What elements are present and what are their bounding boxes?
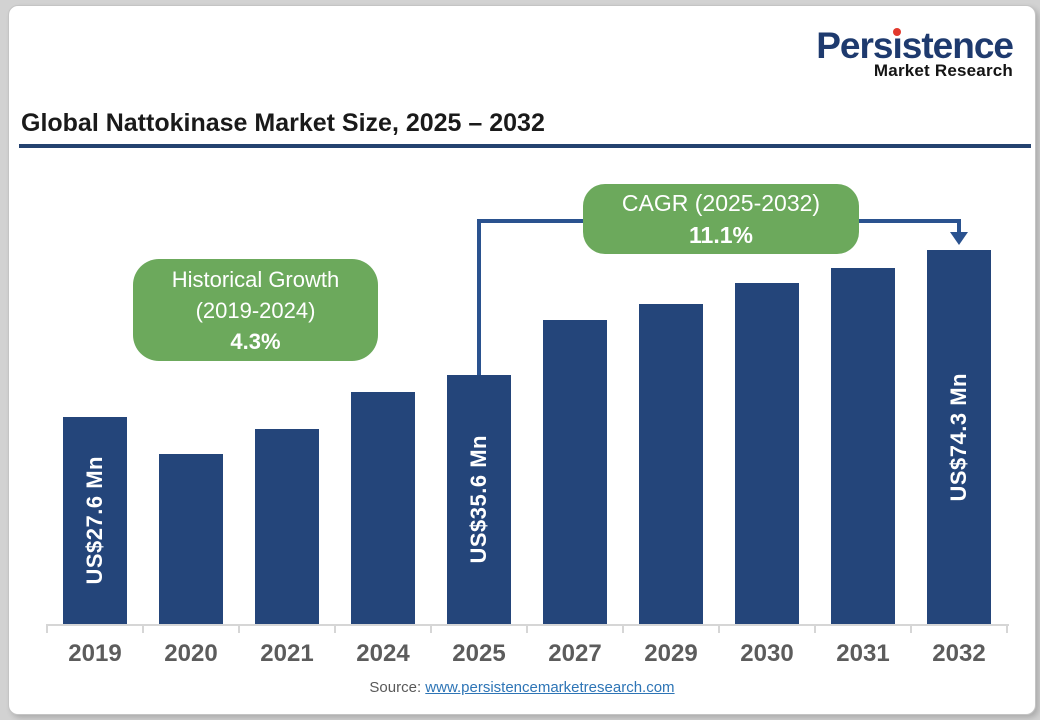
x-axis-label-2019: 2019 — [68, 640, 122, 667]
pmr-logo: Persı stence Market Research — [816, 25, 1014, 81]
x-axis-tick — [718, 624, 720, 633]
historical-growth-line2: (2019-2024) — [195, 298, 316, 323]
bar-2020 — [159, 454, 223, 624]
x-axis-label-2031: 2031 — [836, 640, 890, 667]
x-axis-tick — [334, 624, 336, 633]
x-axis-line — [47, 624, 1009, 626]
bar-chart: Historical Growth (2019-2024) 4.3% CAGR … — [9, 6, 1035, 714]
x-axis-label-2029: 2029 — [644, 640, 698, 667]
cagr-callout-value: 11.1% — [689, 222, 753, 248]
historical-growth-line1: Historical Growth — [171, 267, 340, 292]
source-label: Source: — [369, 679, 422, 696]
x-axis-label-2021: 2021 — [260, 640, 314, 667]
page-title: Global Nattokinase Market Size, 2025 – 2… — [21, 109, 545, 137]
x-axis-tick — [430, 624, 432, 633]
bar-2027 — [543, 320, 607, 624]
x-axis-label-2030: 2030 — [740, 640, 794, 667]
x-axis-tick — [238, 624, 240, 633]
bar-2021 — [255, 429, 319, 624]
source-line: Source: www.persistencemarketresearch.co… — [9, 679, 1035, 696]
x-axis-tick — [1006, 624, 1008, 633]
x-axis-tick — [142, 624, 144, 633]
logo-text-part2: stence — [901, 25, 1014, 66]
x-axis-label-2020: 2020 — [164, 640, 218, 667]
arrow-down-icon — [950, 232, 968, 245]
x-axis-label-2032: 2032 — [932, 640, 986, 667]
x-axis-tick — [814, 624, 816, 633]
bar-2029 — [639, 304, 703, 624]
cagr-connector-left-line — [477, 219, 481, 375]
bar-2030 — [735, 283, 799, 624]
logo-letter-i: ı — [892, 25, 902, 66]
bar-value-label-2019: US$27.6 Mn — [82, 456, 107, 585]
cagr-callout: CAGR (2025-2032) 11.1% — [583, 184, 859, 254]
bar-value-label-2032: US$74.3 Mn — [946, 372, 971, 502]
source-link[interactable]: www.persistencemarketresearch.com — [425, 679, 675, 696]
cagr-connector-right-line — [957, 219, 961, 233]
logo-red-dot-icon — [893, 28, 902, 36]
x-axis-label-2027: 2027 — [548, 640, 602, 667]
x-axis-tick — [910, 624, 912, 633]
logo-dotless-i: ı — [892, 25, 902, 66]
bar-value-label-2025: US$35.6 Mn — [466, 435, 491, 564]
bar-2024 — [351, 392, 415, 624]
cagr-callout-line1: CAGR (2025-2032) — [621, 190, 821, 216]
x-axis-tick — [46, 624, 48, 633]
bar-2032: US$74.3 Mn — [927, 250, 991, 624]
title-underline — [19, 144, 1031, 148]
x-axis-tick — [622, 624, 624, 633]
bar-2025: US$35.6 Mn — [447, 375, 511, 624]
bar-2031 — [831, 268, 895, 624]
logo-wordmark: Persı stence — [816, 25, 1014, 66]
bar-2019: US$27.6 Mn — [63, 417, 127, 624]
logo-subtitle: Market Research — [873, 61, 1013, 80]
historical-growth-value: 4.3% — [230, 329, 281, 354]
historical-growth-callout: Historical Growth (2019-2024) 4.3% — [133, 259, 378, 361]
x-axis-label-2025: 2025 — [452, 640, 506, 667]
x-axis-tick — [526, 624, 528, 633]
logo-text-part1: Pers — [816, 25, 893, 66]
x-axis-label-2024: 2024 — [356, 640, 410, 667]
chart-card: Persı stence Market Research Global Natto… — [8, 5, 1036, 715]
